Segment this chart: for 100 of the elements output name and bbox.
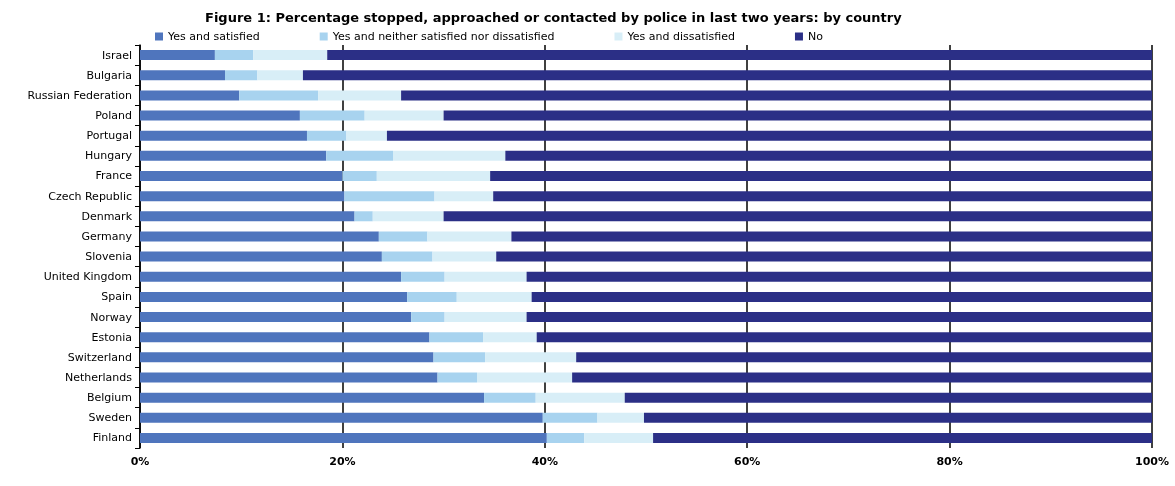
bar	[140, 191, 345, 202]
legend-label: Yes and satisfied	[167, 30, 260, 43]
y-tick-label: Sweden	[88, 411, 133, 425]
bar	[401, 90, 1152, 101]
bar	[140, 110, 300, 121]
y-tick-label: Finland	[92, 431, 132, 445]
bar	[140, 150, 327, 161]
bar	[239, 90, 319, 101]
bar	[306, 130, 347, 141]
bar	[456, 291, 532, 302]
bar	[381, 251, 433, 262]
bar	[444, 271, 527, 282]
bar	[511, 231, 1152, 242]
y-tick-label: Denmark	[81, 209, 133, 223]
bar	[140, 90, 240, 101]
bar	[433, 352, 486, 363]
bar	[372, 211, 444, 222]
bar	[393, 150, 506, 161]
y-tick-label: Israel	[101, 48, 132, 62]
bar	[526, 312, 1152, 323]
bar	[344, 191, 435, 202]
x-tick-label: 60%	[734, 455, 761, 468]
bar	[140, 70, 226, 81]
y-tick-label: France	[95, 169, 133, 183]
bar	[342, 170, 377, 181]
legend-label: No	[807, 30, 824, 43]
bar	[584, 432, 654, 443]
bar	[140, 130, 307, 141]
bar	[253, 50, 328, 61]
y-tick-label: Russian Federation	[27, 88, 133, 102]
bar	[597, 412, 644, 423]
bar	[302, 70, 1152, 81]
bar	[354, 211, 373, 222]
y-tick-label: Switzerland	[67, 350, 132, 364]
bar	[214, 50, 254, 61]
bar	[140, 231, 379, 242]
bar	[493, 191, 1152, 202]
bar	[140, 392, 485, 403]
bar	[485, 352, 577, 363]
bar	[427, 231, 512, 242]
bar	[299, 110, 365, 121]
x-tick-label: 20%	[329, 455, 356, 468]
bar	[429, 332, 484, 343]
bar	[535, 392, 625, 403]
y-tick-label: Czech Republic	[48, 189, 132, 203]
bar	[140, 352, 434, 363]
bar	[576, 352, 1152, 363]
bar	[327, 50, 1152, 61]
bar	[318, 90, 402, 101]
bar	[531, 291, 1152, 302]
y-tick-label: Netherlands	[64, 370, 133, 384]
y-tick-label: Germany	[81, 229, 133, 243]
bar	[572, 372, 1152, 383]
bar	[401, 271, 445, 282]
y-tick-label: Norway	[90, 310, 133, 324]
bar	[526, 271, 1152, 282]
bar	[407, 291, 457, 302]
legend-label: Yes and neither satisfied nor dissatisfied	[331, 30, 555, 43]
bar	[364, 110, 444, 121]
bar	[505, 150, 1152, 161]
bar	[346, 130, 387, 141]
bar	[140, 332, 430, 343]
y-tick-label: Hungary	[85, 149, 133, 163]
bar	[643, 412, 1152, 423]
bar	[140, 291, 408, 302]
y-tick-label: Spain	[101, 290, 133, 304]
bar	[536, 332, 1152, 343]
bar	[140, 211, 355, 222]
bar	[386, 130, 1152, 141]
bar	[443, 110, 1152, 121]
bar	[437, 372, 477, 383]
x-tick-label: 0%	[130, 455, 150, 468]
bar	[477, 372, 573, 383]
y-tick-label: Bulgaria	[86, 68, 132, 82]
bar	[225, 70, 258, 81]
y-tick-label: Slovenia	[85, 250, 132, 264]
bar	[483, 332, 537, 343]
x-tick-label: 100%	[1135, 455, 1169, 468]
bar	[496, 251, 1152, 262]
bar	[484, 392, 536, 403]
bar	[257, 70, 303, 81]
bar	[653, 432, 1152, 443]
bar	[140, 312, 412, 323]
y-tick-label: Estonia	[91, 330, 132, 344]
y-tick-label: Belgium	[86, 391, 132, 405]
chart-title: Figure 1: Percentage stopped, approached or contacted by police in last two years: by country	[205, 10, 903, 25]
y-tick-label: Portugal	[86, 129, 132, 143]
bar	[411, 312, 445, 323]
bar	[443, 211, 1152, 222]
y-tick-label: Poland	[95, 109, 132, 123]
y-tick-label: United Kingdom	[43, 270, 132, 284]
bar	[140, 50, 215, 61]
bar	[326, 150, 393, 161]
bar	[140, 271, 402, 282]
x-tick-label: 40%	[531, 455, 558, 468]
bar	[140, 170, 343, 181]
bar	[546, 432, 585, 443]
legend-label: Yes and dissatisfied	[626, 30, 735, 43]
bar	[444, 312, 527, 323]
bar	[140, 432, 547, 443]
